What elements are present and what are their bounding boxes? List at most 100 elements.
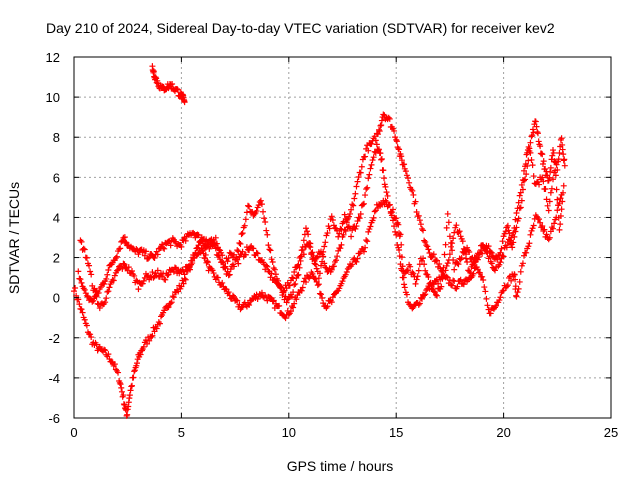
data-point-trace-low-dip	[538, 224, 545, 231]
data-point-trace-upper-arc	[227, 250, 234, 257]
data-point-trace-low-dip	[525, 243, 532, 250]
data-point-trace-low-dip	[503, 283, 510, 290]
data-point-trace-low-dip	[551, 220, 558, 227]
data-point-trace-low-dip	[422, 291, 429, 298]
data-point-trace-low-dip	[231, 293, 238, 300]
data-point-trace-upper-arc	[523, 171, 530, 178]
data-point-trace-mid	[170, 268, 177, 275]
data-point-trace-upper-arc	[398, 157, 405, 164]
data-point-trace-mid	[265, 242, 272, 249]
data-point-trace-mid	[378, 156, 385, 163]
data-point-trace-mid	[260, 208, 267, 215]
data-point-trace-mid	[500, 253, 507, 260]
data-point-trace-mid	[384, 192, 391, 199]
data-point-trace-mid	[321, 243, 328, 250]
data-point-trace-upper-arc	[535, 138, 542, 145]
data-point-trace-upper-arc	[167, 242, 174, 249]
data-point-trace-mid	[279, 292, 286, 299]
data-point-trace-mid	[554, 196, 561, 203]
data-point-trace-mid	[312, 261, 319, 268]
data-point-trace-mid	[161, 276, 168, 283]
data-point-trace-mid	[104, 288, 111, 295]
data-point-trace-mid	[106, 284, 113, 291]
data-point-trace-upper-arc	[365, 147, 372, 154]
data-point-trace-upper-arc	[87, 295, 94, 302]
data-point-trace-mid	[335, 233, 342, 240]
data-point-trace-upper-arc	[268, 270, 275, 277]
data-point-trace-mid	[405, 267, 412, 274]
data-point-trace-mid	[443, 224, 450, 231]
data-point-trace-mid	[149, 269, 156, 276]
data-point-trace-mid	[357, 210, 364, 217]
y-tick-label: 6	[53, 170, 60, 185]
data-point-trace-low-dip	[487, 310, 494, 317]
data-point-trace-mid	[297, 257, 304, 264]
data-point-trace-upper-arc	[424, 243, 431, 250]
data-point-trace-mid	[316, 270, 323, 277]
data-point-trace-mid	[407, 263, 414, 270]
data-point-trace-low-dip	[528, 227, 535, 234]
data-point-trace-mid	[526, 145, 533, 152]
data-point-trace-low-dip	[536, 216, 543, 223]
data-point-trace-mid	[257, 197, 264, 204]
data-point-trace-mid	[466, 248, 473, 255]
data-point-trace-mid	[412, 280, 419, 287]
data-point-trace-low-dip	[202, 251, 209, 258]
data-point-trace-low-dip	[287, 308, 294, 315]
data-point-trace-mid	[304, 228, 311, 235]
data-point-trace-upper-arc	[413, 208, 420, 215]
x-tick-label: 5	[178, 425, 185, 440]
data-point-trace-mid	[226, 271, 233, 278]
data-point-trace-upper-arc	[286, 282, 293, 289]
data-point-trace-mid	[220, 259, 227, 266]
data-point-trace-mid	[392, 228, 399, 235]
data-point-trace-mid	[233, 254, 240, 261]
data-point-trace-upper-arc	[203, 244, 210, 251]
data-point-trace-low-dip	[557, 195, 564, 202]
data-point-trace-upper-arc	[101, 280, 108, 287]
data-point-trace-upper-arc	[368, 140, 375, 147]
data-point-trace-mid	[269, 258, 276, 265]
data-point-trace-mid	[519, 177, 526, 184]
data-point-trace-upper-arc	[385, 114, 392, 121]
data-point-trace-upper-arc	[391, 127, 398, 134]
data-point-trace-low-dip	[539, 222, 546, 229]
data-point-trace-mid	[273, 275, 280, 282]
data-point-trace-mid	[299, 243, 306, 250]
data-point-trace-upper-arc	[412, 198, 419, 205]
data-point-trace-upper-arc	[436, 260, 443, 267]
data-point-trace-low-dip	[219, 279, 226, 286]
data-point-trace-mid	[521, 167, 528, 174]
data-point-trace-top-segment	[150, 68, 157, 75]
data-point-trace-low-dip	[328, 299, 335, 306]
data-point-trace-low-dip	[269, 298, 276, 305]
data-point-trace-low-dip	[170, 294, 177, 301]
data-point-trace-mid	[499, 252, 506, 259]
data-point-trace-mid	[110, 277, 117, 284]
data-point-trace-upper-arc	[409, 187, 416, 194]
data-point-trace-upper-arc	[190, 229, 197, 236]
data-point-trace-upper-arc	[113, 253, 120, 260]
data-point-trace-upper-arc	[133, 245, 140, 252]
data-point-trace-low-dip	[484, 302, 491, 309]
data-point-trace-mid	[454, 260, 461, 267]
data-point-trace-mid	[212, 234, 219, 241]
data-point-trace-mid	[377, 150, 384, 157]
data-point-trace-upper-arc	[556, 150, 563, 157]
data-point-trace-mid	[209, 242, 216, 249]
data-point-trace-mid	[181, 271, 188, 278]
data-point-trace-mid	[180, 268, 187, 275]
data-point-trace-upper-arc	[250, 245, 257, 252]
data-point-trace-low-dip	[517, 268, 524, 275]
data-point-trace-upper-arc	[498, 245, 505, 252]
data-point-trace-mid	[283, 299, 290, 306]
data-point-trace-mid	[396, 247, 403, 254]
data-point-trace-mid	[388, 212, 395, 219]
data-point-trace-mid	[522, 161, 529, 168]
data-point-trace-mid	[251, 211, 258, 218]
data-point-trace-low-dip	[214, 274, 221, 281]
data-point-trace-low-dip	[246, 302, 253, 309]
data-point-trace-mid	[125, 264, 132, 271]
data-point-trace-mid	[415, 267, 422, 274]
data-point-trace-upper-arc	[392, 134, 399, 141]
